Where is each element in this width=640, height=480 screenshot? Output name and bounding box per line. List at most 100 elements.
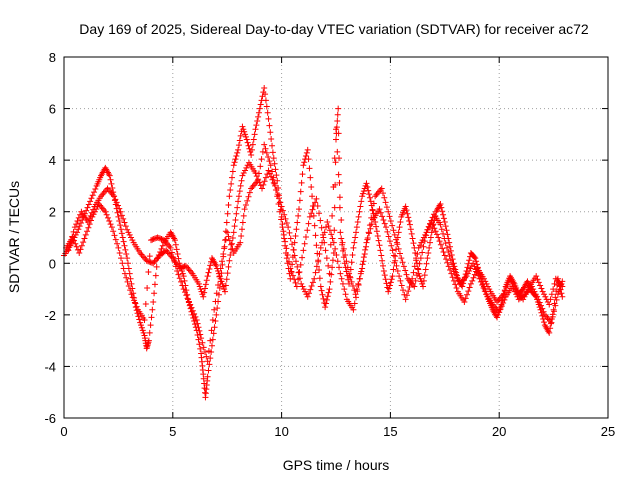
data-point — [118, 212, 125, 219]
data-point — [235, 146, 242, 153]
data-point — [287, 275, 294, 282]
data-point — [334, 117, 341, 124]
data-point — [225, 263, 232, 270]
data-point — [289, 272, 296, 279]
data-point — [120, 265, 127, 272]
data-point — [89, 192, 96, 199]
data-point — [265, 154, 272, 161]
data-point — [466, 257, 473, 264]
data-point — [197, 331, 204, 338]
data-point — [259, 148, 266, 155]
data-point — [259, 185, 266, 192]
data-point — [479, 281, 486, 288]
data-point — [207, 355, 214, 362]
data-point — [227, 187, 234, 194]
data-point — [180, 273, 187, 280]
data-point — [383, 224, 390, 231]
data-point — [484, 283, 491, 290]
data-point — [293, 283, 300, 290]
data-point — [392, 257, 399, 264]
data-point — [406, 284, 413, 291]
data-point — [275, 200, 282, 207]
data-point — [266, 122, 273, 129]
data-point — [531, 288, 538, 295]
data-point — [326, 286, 333, 293]
data-point — [337, 270, 344, 277]
data-point — [393, 246, 400, 253]
data-point — [213, 290, 220, 297]
data-point — [158, 236, 165, 243]
data-point — [548, 291, 555, 298]
data-point — [288, 269, 295, 276]
data-point — [366, 222, 373, 229]
data-point — [407, 226, 414, 233]
data-point — [395, 229, 402, 236]
data-point — [118, 226, 125, 233]
data-point — [304, 146, 311, 153]
data-point — [417, 275, 424, 282]
data-point — [549, 313, 556, 320]
data-point — [222, 236, 229, 243]
data-point — [533, 273, 540, 280]
data-point — [482, 278, 489, 285]
data-point — [194, 331, 201, 338]
data-point — [465, 288, 472, 295]
data-point — [364, 236, 371, 243]
data-point — [381, 272, 388, 279]
data-point — [280, 231, 287, 238]
data-point — [405, 214, 412, 221]
data-point — [446, 239, 453, 246]
data-point — [138, 324, 145, 331]
data-point — [179, 282, 186, 289]
data-point — [385, 233, 392, 240]
data-point — [397, 219, 404, 226]
data-point — [325, 223, 332, 230]
data-point — [260, 181, 267, 188]
data-point — [320, 295, 327, 302]
data-point — [186, 267, 193, 274]
data-point — [443, 227, 450, 234]
data-point — [449, 261, 456, 268]
data-point — [358, 198, 365, 205]
data-point — [309, 279, 316, 286]
data-point — [403, 207, 410, 214]
data-point — [166, 243, 173, 250]
data-point — [536, 299, 543, 306]
data-point — [191, 318, 198, 325]
data-point — [559, 278, 566, 285]
data-point — [350, 306, 357, 313]
data-point — [447, 243, 454, 250]
data-point — [85, 201, 92, 208]
data-point — [238, 226, 245, 233]
data-point — [101, 188, 108, 195]
data-point — [131, 297, 138, 304]
data-point — [445, 248, 452, 255]
data-point — [510, 286, 517, 293]
data-point — [203, 277, 210, 284]
data-point — [425, 223, 432, 230]
data-point — [339, 239, 346, 246]
data-point — [380, 216, 387, 223]
data-point — [265, 167, 272, 174]
data-point — [329, 257, 336, 264]
data-point — [295, 212, 302, 219]
data-point — [552, 294, 559, 301]
data-point — [513, 291, 520, 298]
data-point — [370, 200, 377, 207]
data-point — [136, 316, 143, 323]
data-point — [289, 261, 296, 268]
data-point — [363, 180, 370, 187]
data-point — [224, 229, 231, 236]
data-point — [262, 97, 269, 104]
data-point — [404, 275, 411, 282]
data-point — [444, 259, 451, 266]
data-point — [308, 282, 315, 289]
y-axis-label: SDTVAR / TECUs — [6, 181, 22, 293]
data-point — [393, 262, 400, 269]
data-point — [244, 139, 251, 146]
data-point — [234, 204, 241, 211]
data-point — [451, 268, 458, 275]
data-point — [338, 275, 345, 282]
data-point — [200, 293, 207, 300]
data-point — [306, 165, 313, 172]
